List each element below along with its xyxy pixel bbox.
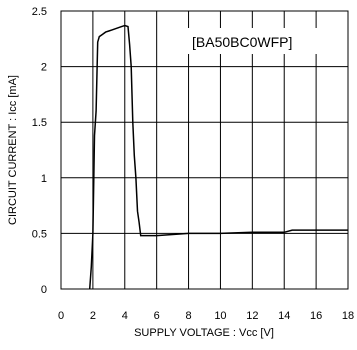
y-tick-label: 2.5 [32,6,47,18]
x-tick-label: 12 [246,310,258,322]
series-line [88,24,348,290]
x-tick-label: 18 [342,310,354,322]
x-tick-label: 16 [310,310,322,322]
x-tick-label: 8 [185,310,191,322]
x-tick-label: 4 [122,310,128,322]
plot-area [60,10,349,290]
x-tick-label: 2 [90,310,96,322]
x-axis-label: SUPPLY VOLTAGE : Vcc [V] [134,327,274,339]
x-tick-label: 0 [58,310,64,322]
y-axis-label: CIRCUIT CURRENT : Icc [mA] [7,75,19,225]
y-tick-label: 1.5 [32,117,47,129]
y-tick-label: 2 [41,62,47,74]
chart-annotation: [BA50BC0WFP] [192,34,292,50]
y-tick-label: 1 [41,173,47,185]
x-tick-label: 14 [278,310,290,322]
x-tick-label: 10 [214,310,226,322]
tick-labels: 0 2 4 6 8 10 12 14 16 18 0 0.5 1 1.5 2 2.5 [32,6,354,322]
annotation-box [186,28,320,54]
y-tick-label: 0 [41,284,47,296]
x-tick-label: 6 [154,310,160,322]
y-tick-label: 0.5 [32,228,47,240]
